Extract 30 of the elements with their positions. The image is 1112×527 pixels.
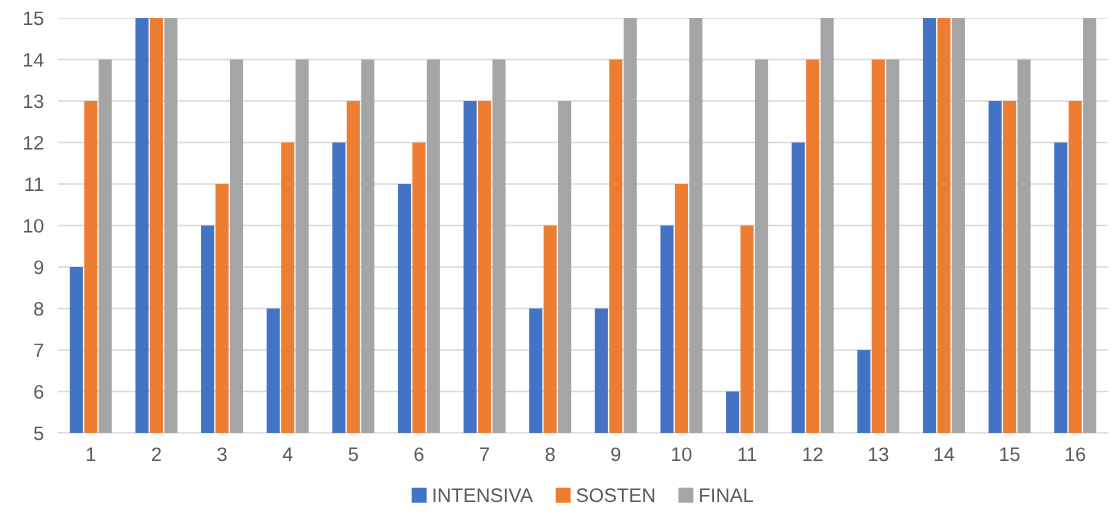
x-tick-label: 1 — [86, 447, 96, 461]
legend-label: FINAL — [700, 488, 753, 502]
x-tick-label: 11 — [738, 447, 757, 461]
x-tick-label: 13 — [868, 447, 889, 462]
x-tick-label: 15 — [1000, 447, 1020, 462]
x-tick-label: 16 — [1065, 447, 1086, 462]
y-tick-label: 12 — [23, 135, 44, 150]
x-tick-label: 14 — [934, 447, 955, 461]
y-tick-label: 7 — [34, 343, 44, 358]
legend-label: INTENSIVA — [433, 488, 533, 503]
x-tick-label: 12 — [803, 447, 823, 461]
y-tick-label: 15 — [23, 11, 44, 26]
y-tick-label: 10 — [23, 218, 44, 233]
x-tick-label: 8 — [545, 447, 555, 462]
x-tick-label: 7 — [480, 447, 489, 461]
y-tick-label: 8 — [34, 301, 44, 316]
x-tick-label: 9 — [611, 447, 621, 462]
y-tick-label: 14 — [23, 53, 44, 67]
x-tick-label: 2 — [152, 447, 161, 461]
y-tick-label: 9 — [34, 260, 44, 275]
y-tick-label: 6 — [34, 384, 44, 399]
y-tick-label: 13 — [23, 94, 44, 109]
x-tick-label: 4 — [282, 447, 293, 461]
y-tick-label: 5 — [34, 426, 44, 441]
y-tick-label: 11 — [25, 177, 44, 192]
x-tick-label: 6 — [414, 447, 424, 462]
x-tick-label: 10 — [672, 447, 692, 462]
legend-label: SOSTEN — [576, 488, 655, 503]
x-tick-label: 3 — [217, 447, 227, 462]
x-tick-label: 5 — [348, 447, 358, 462]
